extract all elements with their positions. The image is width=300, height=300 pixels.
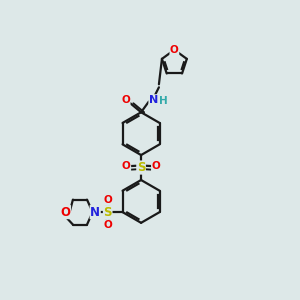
Text: O: O [121,95,130,105]
Text: N: N [90,206,100,219]
Text: S: S [137,161,145,174]
Text: S: S [103,206,112,219]
Text: H: H [159,96,167,106]
Text: N: N [149,95,158,105]
Text: O: O [103,195,112,205]
Text: O: O [170,45,179,55]
Text: O: O [152,161,160,171]
Text: O: O [61,206,70,219]
Text: O: O [103,220,112,230]
Text: O: O [122,161,130,171]
